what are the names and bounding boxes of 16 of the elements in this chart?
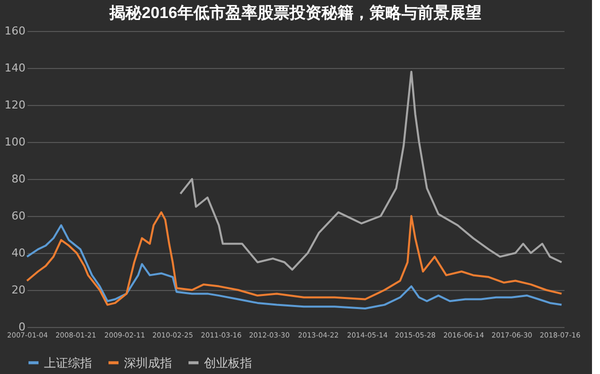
legend-label: 创业板指: [204, 356, 252, 370]
y-tick-label: 120: [4, 98, 26, 112]
line-series: [179, 70, 563, 271]
line-series: [26, 224, 563, 310]
y-tick-label: 20: [12, 284, 26, 296]
y-tick-label: 60: [12, 210, 26, 222]
y-tick-label: 40: [12, 246, 26, 260]
legend-label: 上证综指: [44, 356, 92, 370]
legend-label: 深圳成指: [124, 356, 172, 370]
y-tick-label: 80: [12, 172, 26, 186]
chart-title: 揭秘2016年低市盈率股票投资秘籍，策略与前景展望: [108, 3, 482, 22]
y-tick-label: 100: [4, 136, 26, 148]
line-series: [26, 211, 563, 306]
y-tick-label: 140: [4, 62, 26, 74]
y-tick-label: 0: [18, 320, 26, 334]
y-tick-label: 160: [4, 24, 26, 38]
